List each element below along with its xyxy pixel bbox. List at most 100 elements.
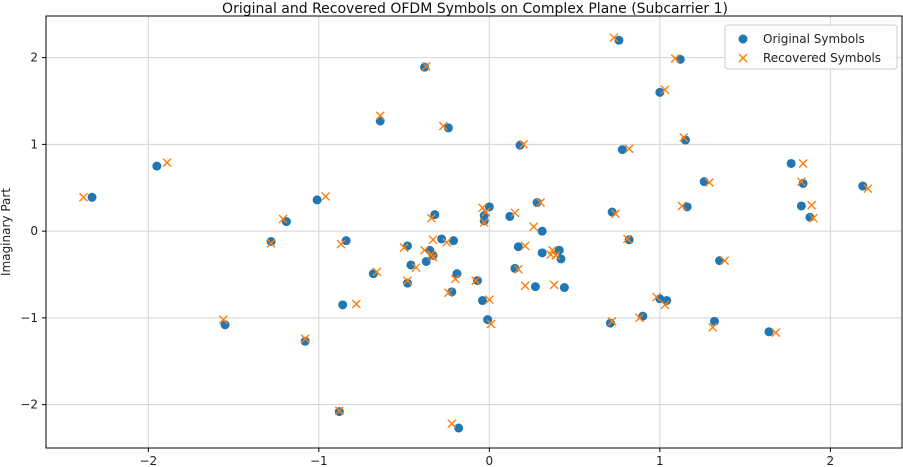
recovered-symbol-point [479, 217, 489, 227]
recovered-symbol-point [651, 292, 661, 302]
recovered-symbol-point [549, 280, 559, 290]
original-symbol-point [715, 256, 725, 266]
original-symbol-point [300, 336, 310, 346]
recovered-symbol-point [807, 200, 817, 210]
recovered-symbol-point [372, 267, 382, 277]
recovered-symbol-point [607, 316, 617, 326]
recovered-symbol-point [529, 222, 539, 232]
recovered-symbol-point [771, 328, 781, 338]
original-symbol-point [554, 245, 564, 255]
plot-area-frame [45, 15, 903, 449]
y-tick-label: 0 [30, 224, 38, 238]
original-symbol-point [513, 242, 523, 252]
recovered-symbol-point [796, 177, 806, 187]
recovered-symbol-point [403, 276, 412, 286]
recovered-symbol-point [300, 334, 310, 344]
original-symbol-point [764, 327, 774, 337]
recovered-symbol-point [677, 201, 687, 211]
recovered-symbol-point [426, 213, 436, 223]
x-tick-label: 2 [827, 454, 835, 467]
recovered-symbol-point [536, 198, 545, 208]
original-symbol-point [786, 158, 796, 168]
original-symbol-point [312, 195, 322, 205]
recovered-symbol-point [660, 85, 670, 95]
legend-frame [724, 24, 898, 70]
original-symbol-point [443, 123, 453, 133]
recovered-symbol-point [720, 256, 730, 266]
recovered-symbol-point [278, 214, 288, 224]
original-symbol-point [479, 216, 489, 226]
recovered-symbol-point [266, 238, 276, 248]
original-symbol-point [530, 282, 540, 292]
original-symbol-point [655, 87, 665, 97]
original-symbol-point [537, 226, 547, 236]
y-tick-label: −1 [20, 311, 38, 325]
original-symbol-point [266, 237, 276, 247]
recovered-symbol-point [708, 322, 718, 332]
recovered-symbol-point [798, 158, 808, 168]
recovered-symbol-point [551, 250, 561, 260]
original-symbol-point [662, 296, 672, 306]
recovered-symbol-point [79, 192, 89, 202]
recovered-symbol-point [510, 208, 520, 218]
x-tick-label: 1 [656, 454, 664, 467]
original-symbol-point [375, 116, 385, 126]
original-symbol-point [368, 269, 378, 279]
legend: Original Symbols Recovered Symbols [724, 24, 898, 70]
recovered-symbol-point [438, 121, 448, 131]
recovered-symbol-point [863, 184, 873, 194]
recovered-symbol-point [218, 315, 228, 325]
legend-marker-original-symbols [738, 34, 748, 44]
recovered-symbol-point [486, 319, 496, 329]
recovered-symbol-point [808, 213, 818, 223]
recovered-symbol-point [518, 139, 528, 149]
original-symbol-point [87, 192, 97, 202]
recovered-symbol-point [336, 239, 346, 249]
original-symbol-point [341, 236, 351, 246]
recovered-symbol-point [520, 241, 530, 251]
original-symbol-point [607, 207, 617, 217]
original-symbol-point [796, 201, 806, 211]
original-symbol-point [406, 260, 416, 270]
original-symbol-point [402, 241, 412, 251]
grid-lines [46, 16, 902, 448]
original-symbol-point [338, 300, 348, 310]
legend-label-original-symbols: Original Symbols [763, 32, 865, 46]
recovered-symbol-point [679, 132, 689, 142]
recovered-symbol-point [622, 234, 632, 244]
recovered-symbol-point [484, 295, 494, 305]
recovered-symbol-point [399, 243, 409, 253]
recovered-symbol-point [351, 299, 361, 309]
recovered-symbol-point [520, 281, 530, 291]
original-symbol-point [220, 320, 230, 330]
original-symbol-point [532, 198, 542, 208]
original-symbol-point [505, 211, 515, 221]
recovered-symbol-point [704, 178, 714, 188]
legend-label-recovered-symbols: Recovered Symbols [763, 51, 881, 65]
recovered-symbol-point [321, 191, 331, 201]
recovered-symbol-point [447, 419, 457, 429]
original-symbol-point [556, 254, 566, 264]
recovered-symbol-point [375, 111, 385, 121]
original-symbol-point [478, 296, 488, 306]
original-symbol-point [638, 311, 648, 321]
recovered-symbol-point [513, 264, 523, 274]
recovered-symbol-point [428, 252, 438, 262]
original-symbol-point [152, 161, 162, 171]
recovered-symbol-point [428, 235, 438, 245]
original-symbol-point [537, 248, 547, 258]
original-symbol-point [858, 181, 868, 191]
recovered-symbol-point [411, 263, 421, 273]
data-points [79, 33, 873, 433]
recovered-symbol-point [624, 144, 634, 154]
original-symbol-point [421, 256, 431, 266]
recovered-symbol-point [670, 54, 680, 64]
recovered-symbol-point [334, 406, 344, 416]
x-tick-label: 0 [486, 454, 494, 467]
legend-marker-recovered-symbols [738, 53, 748, 63]
original-symbol-point [449, 236, 459, 246]
recovered-symbol-point [611, 209, 621, 219]
original-symbol-point [402, 278, 412, 288]
y-tick-label: 1 [30, 137, 38, 151]
original-symbol-point [617, 145, 627, 155]
